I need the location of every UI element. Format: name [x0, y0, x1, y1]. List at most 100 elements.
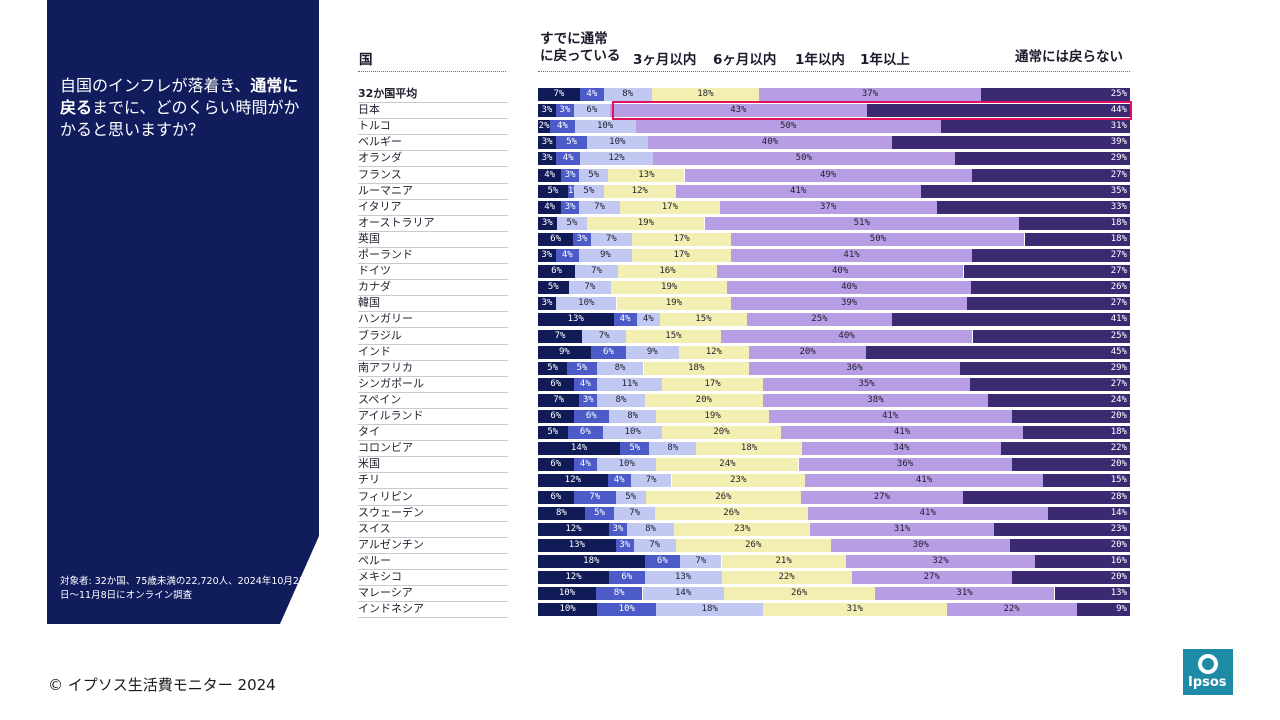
header-3-months: 3ヶ月以内 — [633, 52, 697, 68]
bar-segment: 7% — [680, 554, 722, 568]
bar-segment: 5% — [538, 426, 568, 440]
bar-segment: 9% — [538, 345, 591, 359]
bar-segment: 7% — [538, 393, 580, 407]
bar-segment: 18% — [643, 361, 749, 375]
bar-segment: 40% — [720, 329, 973, 343]
country-label: コロンビア — [358, 440, 508, 458]
country-label: アルゼンチン — [358, 537, 508, 554]
bar-segment: 7% — [614, 506, 656, 520]
bar-segment: 6% — [538, 265, 575, 279]
country-label: 韓国 — [358, 295, 508, 313]
header-never-normal: 通常には戻らない — [1015, 49, 1123, 65]
bar-segment: 6% — [538, 377, 574, 391]
bar-segment: 4% — [573, 377, 598, 391]
bar-segment: 13% — [644, 571, 722, 584]
bar-segment: 4% — [538, 200, 562, 214]
country-label: スイス — [358, 521, 508, 538]
bar-segment: 8% — [603, 88, 652, 101]
bar-segment: 31% — [940, 120, 1130, 134]
bar-segment: 40% — [716, 265, 964, 279]
bar-segment: 8% — [597, 393, 645, 407]
bar-segment: 8% — [626, 522, 675, 536]
bar-segment: 12% — [580, 152, 653, 166]
bar-segment: 50% — [652, 152, 955, 166]
bar-segment: 25% — [746, 313, 892, 327]
bar-segment: 12% — [678, 345, 749, 359]
country-label: ペルー — [358, 553, 508, 570]
bar-segment: 3% — [538, 152, 557, 166]
bar-segment: 14% — [642, 587, 724, 601]
country-label: オランダ — [358, 150, 508, 168]
bar-segment: 10% — [538, 603, 598, 617]
bar-segment: 20% — [749, 345, 867, 359]
country-label: 英国 — [358, 231, 508, 248]
bar-segment: 41% — [675, 184, 921, 198]
country-label: 米国 — [358, 456, 508, 474]
bar-segment: 21% — [721, 554, 846, 568]
bar-segment: 8% — [649, 442, 697, 456]
bar-segment: 15% — [659, 313, 747, 327]
bar-segment: 10% — [603, 426, 663, 440]
bar-segment: 5% — [567, 361, 597, 375]
bar-segment: 43% — [609, 104, 867, 118]
bar-segment: 27% — [971, 249, 1130, 262]
header-1-year: 1年以内 — [795, 52, 845, 68]
bar-segment: 6% — [609, 571, 645, 584]
bar-segment: 3% — [561, 168, 579, 182]
survey-note: 対象者: 32か国、75歳未満の22,720人、2024年10月25日～11月8… — [60, 576, 305, 601]
bar-segment: 16% — [618, 265, 717, 279]
bar-segment: 39% — [731, 297, 967, 311]
country-label: アイルランド — [358, 408, 508, 425]
bar-segment: 23% — [993, 522, 1130, 536]
bar-segment: 31% — [874, 587, 1055, 601]
bar-segment: 27% — [966, 297, 1130, 311]
bar-segment: 5% — [573, 184, 604, 198]
bar-segment: 27% — [963, 265, 1130, 279]
bar-segment: 5% — [620, 442, 650, 456]
bar-segment: 36% — [798, 458, 1012, 472]
bar-segment: 30% — [831, 538, 1011, 552]
bar-segment: 3% — [609, 522, 627, 536]
bar-segment: 5% — [579, 168, 609, 182]
bar-segment: 7% — [568, 281, 612, 295]
country-label: メキシコ — [358, 569, 508, 586]
bar-segment: 9% — [625, 345, 679, 359]
bar-segment: 3% — [561, 200, 579, 214]
bar-segment: 26% — [971, 281, 1130, 295]
country-label: ベルギー — [358, 134, 508, 152]
bar-segment: 40% — [647, 136, 892, 150]
bars-header-rule — [538, 71, 1130, 72]
bar-segment: 22% — [1001, 442, 1130, 456]
header-over-1-year: 1年以上 — [860, 52, 910, 68]
bar-segment: 9% — [1076, 603, 1130, 617]
bar-segment: 5% — [538, 361, 568, 375]
bar-segment: 27% — [970, 377, 1130, 391]
bar-segment: 7% — [538, 88, 580, 101]
country-label: ポーランド — [358, 247, 508, 264]
bar-segment: 20% — [1011, 458, 1130, 472]
bar-segment: 41% — [780, 426, 1024, 440]
country-label: インドネシア — [358, 601, 508, 619]
bar-segment: 6% — [538, 490, 574, 504]
bar-segment: 8% — [609, 410, 657, 423]
bar-segment: 17% — [631, 249, 732, 262]
highlight-box — [612, 101, 1132, 121]
bar-segment: 41% — [805, 474, 1043, 488]
bar-segment: 20% — [644, 393, 763, 407]
bar-segment: 6% — [644, 554, 681, 568]
bar-segment: 4% — [636, 313, 660, 327]
bar-segment: 27% — [851, 571, 1012, 584]
bar-segment: 4% — [573, 458, 598, 472]
bar-segment: 11% — [597, 377, 663, 391]
bar-segment: 4% — [556, 152, 581, 166]
bar-segment: 31% — [763, 603, 947, 617]
country-label: トルコ — [358, 118, 508, 136]
bar-segment: 6% — [538, 232, 574, 246]
bar-segment: 1% — [567, 184, 579, 198]
bar-segment: 14% — [1047, 506, 1130, 520]
country-label: スウェーデン — [358, 505, 508, 522]
bar-segment: 3% — [538, 136, 557, 150]
bar-segment: 20% — [662, 426, 781, 440]
bar-segment: 3% — [555, 104, 574, 118]
bar-segment: 4% — [613, 313, 637, 327]
